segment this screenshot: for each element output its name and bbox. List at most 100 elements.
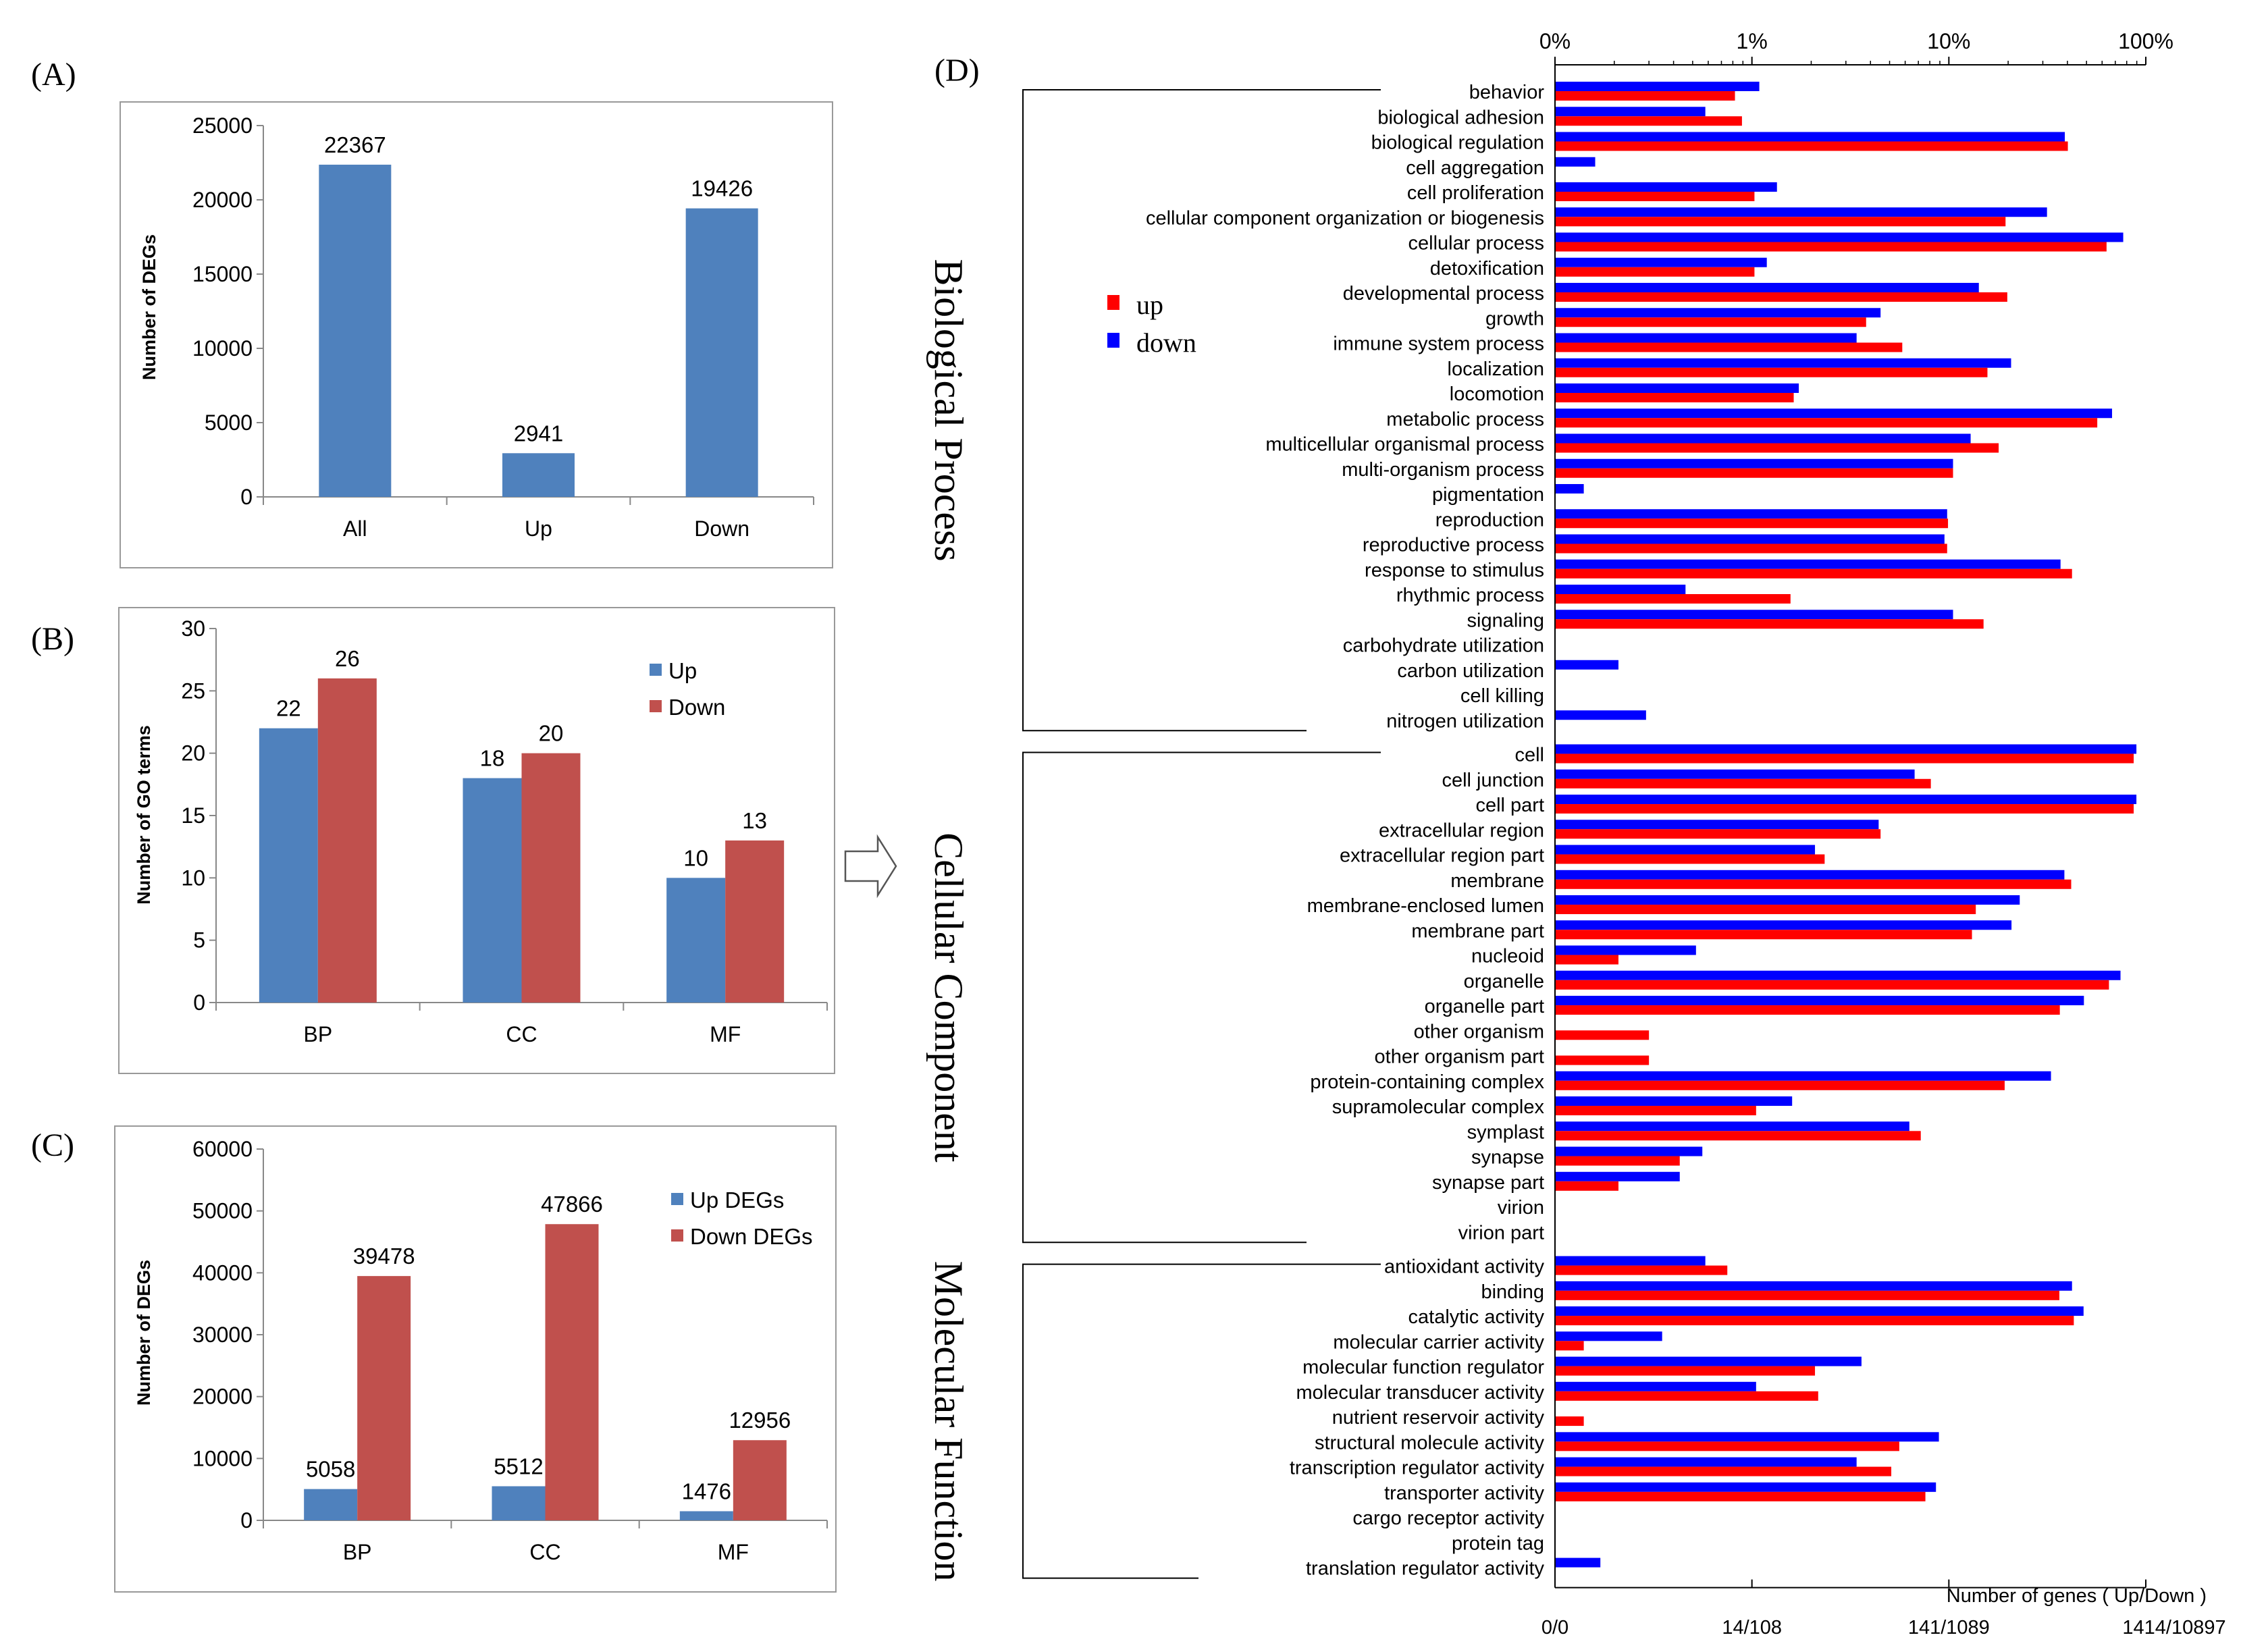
- bar-down-localization: [1555, 358, 2011, 368]
- term-label-localization: localization: [1448, 358, 1544, 380]
- bar-up-synapse-part: [1555, 1181, 1618, 1191]
- bar-down-translation-regulator-activity: [1555, 1557, 1601, 1568]
- panel-b-data-label: 26: [335, 646, 360, 671]
- panel-c-category-label: CC: [529, 1540, 560, 1564]
- term-label-molecular-carrier-activity: molecular carrier activity: [1333, 1331, 1544, 1353]
- panel-c-ytick-label: 10000: [192, 1446, 253, 1470]
- bar-down-nitrogen-utilization: [1555, 710, 1646, 720]
- panel-b-legend-swatch: [650, 664, 662, 676]
- bar-up-response-to-stimulus: [1555, 568, 2072, 579]
- bar-down-catalytic-activity: [1555, 1306, 2084, 1316]
- bar-down-synapse: [1555, 1146, 1703, 1156]
- term-label-membrane-enclosed-lumen: membrane-enclosed lumen: [1307, 895, 1544, 917]
- panel-c-legend-label: Up DEGs: [690, 1188, 784, 1213]
- bar-down-locomotion: [1555, 383, 1799, 393]
- term-label-membrane: membrane: [1450, 870, 1544, 892]
- panel-d-top-tick-label: 0%: [1539, 29, 1571, 53]
- bar-down-molecular-carrier-activity: [1555, 1331, 1662, 1341]
- bar-up-organelle: [1555, 980, 2109, 990]
- panel-a-frame: [120, 101, 833, 568]
- bar-up-locomotion: [1555, 393, 1794, 402]
- panel-d-top-tick-label: 1%: [1737, 29, 1768, 53]
- bar-up-cell: [1555, 753, 2134, 764]
- bar-up-structural-molecule-activity: [1555, 1441, 1899, 1451]
- panel-b-label: (B): [31, 621, 74, 657]
- term-label-cellular-process: cellular process: [1408, 233, 1544, 255]
- panel-c-bar-down-degs-bp: [357, 1276, 411, 1520]
- panel-b-bar-up-cc: [463, 778, 522, 1003]
- term-label-behavior: behavior: [1469, 82, 1545, 103]
- panel-b-plot: 0 5 10 15 20 25 30 BP CC MF 22 18 10 26 20 13 Up Down: [181, 616, 828, 1046]
- term-label-rhythmic-process: rhythmic process: [1396, 585, 1544, 606]
- term-label-protein-containing-complex: protein-containing complex: [1310, 1071, 1544, 1093]
- panel-b-bar-up-mf: [666, 878, 726, 1003]
- bar-down-symplast: [1555, 1121, 1909, 1131]
- term-label-nutrient-reservoir-activity: nutrient reservoir activity: [1332, 1407, 1545, 1429]
- panel-d-legend-swatch-up: [1107, 295, 1119, 310]
- term-label-antioxidant-activity: antioxidant activity: [1384, 1256, 1544, 1278]
- bar-down-molecular-function-regulator: [1555, 1356, 1862, 1366]
- term-label-carbon-utilization: carbon utilization: [1397, 660, 1544, 682]
- panel-d-bottom-tick-label: 0/0: [1541, 1617, 1568, 1638]
- panel-d-bottom-title: Number of genes ( Up/Down ): [1947, 1585, 2207, 1607]
- bar-up-antioxidant-activity: [1555, 1265, 1728, 1275]
- term-label-biological-adhesion: biological adhesion: [1377, 107, 1544, 128]
- panel-c-legend-swatch: [671, 1193, 683, 1205]
- bracket-cellular-component: [1022, 751, 1381, 1244]
- panel-a-data-label: 19426: [691, 176, 753, 201]
- bar-up-developmental-process: [1555, 292, 2007, 302]
- term-label-transporter-activity: transporter activity: [1384, 1483, 1544, 1504]
- panel-b-data-label: 10: [683, 845, 708, 870]
- group-label-molecular-function: Molecular Function: [926, 1261, 971, 1582]
- panel-a-ylabel: Number of DEGs: [139, 234, 159, 380]
- term-label-extracellular-region-part: extracellular region part: [1340, 845, 1544, 867]
- panel-d-bottom-tick-label: 14/108: [1722, 1617, 1782, 1638]
- panel-d-label: (D): [934, 53, 980, 88]
- bar-down-multi-organism-process: [1555, 458, 1953, 469]
- panel-b-category-label: CC: [506, 1022, 537, 1046]
- bar-up-signaling: [1555, 619, 1984, 629]
- bar-down-membrane: [1555, 870, 2065, 880]
- bar-down-organelle-part: [1555, 996, 2084, 1006]
- term-label-cell: cell: [1514, 745, 1544, 766]
- panel-b-legend-label: Up: [668, 658, 697, 683]
- panel-c-bar-up-degs-cc: [492, 1486, 546, 1520]
- bracket-molecular-function: [1022, 1263, 1381, 1579]
- panel-b-ytick-label: 5: [193, 928, 205, 953]
- panel-b-bar-down-cc: [521, 753, 581, 1003]
- bar-down-supramolecular-complex: [1555, 1096, 1793, 1107]
- bar-up-cell-junction: [1555, 778, 1931, 789]
- panel-a-bar-down: [685, 208, 758, 497]
- panel-a-data-label: 2941: [514, 421, 563, 446]
- panel-a-ytick-label: 25000: [192, 113, 253, 138]
- bar-up-catalytic-activity: [1555, 1316, 2074, 1326]
- panel-c-frame: [114, 1125, 837, 1593]
- panel-b-data-label: 20: [539, 721, 564, 746]
- panel-c-bar-down-degs-cc: [545, 1224, 599, 1520]
- panel-d-plot: 0% 1% 10% 100% behavior biological adhesion bi…: [926, 29, 2226, 1638]
- panel-d-bottom-tick-label: 141/1089: [1908, 1617, 1990, 1638]
- bar-up-biological-adhesion: [1555, 116, 1742, 126]
- bar-up-cellular-component-organization-or-biogenesis: [1555, 217, 2006, 227]
- panel-a-category-label: Down: [694, 516, 749, 541]
- panel-b-ytick-label: 0: [193, 990, 205, 1015]
- bar-up-membrane-enclosed-lumen: [1555, 905, 1976, 915]
- term-label-membrane-part: membrane part: [1411, 920, 1544, 942]
- panel-c-category-label: MF: [718, 1540, 749, 1564]
- bar-up-molecular-function-regulator: [1555, 1366, 1816, 1376]
- term-label-transcription-regulator-activity: transcription regulator activity: [1290, 1458, 1545, 1479]
- bar-up-supramolecular-complex: [1555, 1106, 1756, 1116]
- bar-up-membrane: [1555, 879, 2072, 889]
- bar-up-cell-proliferation: [1555, 192, 1755, 201]
- bar-down-structural-molecule-activity: [1555, 1432, 1939, 1442]
- panel-c-ytick-label: 30000: [192, 1323, 253, 1347]
- panel-b-ytick-label: 10: [181, 865, 205, 890]
- bar-down-pigmentation: [1555, 484, 1584, 494]
- panel-b-legend-label: Down: [668, 695, 725, 720]
- panel-d-top-tick-label: 10%: [1927, 29, 1970, 53]
- bar-down-binding: [1555, 1281, 2072, 1291]
- term-label-synapse: synapse: [1471, 1147, 1544, 1169]
- term-label-biological-regulation: biological regulation: [1371, 132, 1544, 154]
- bar-down-reproduction: [1555, 509, 1947, 519]
